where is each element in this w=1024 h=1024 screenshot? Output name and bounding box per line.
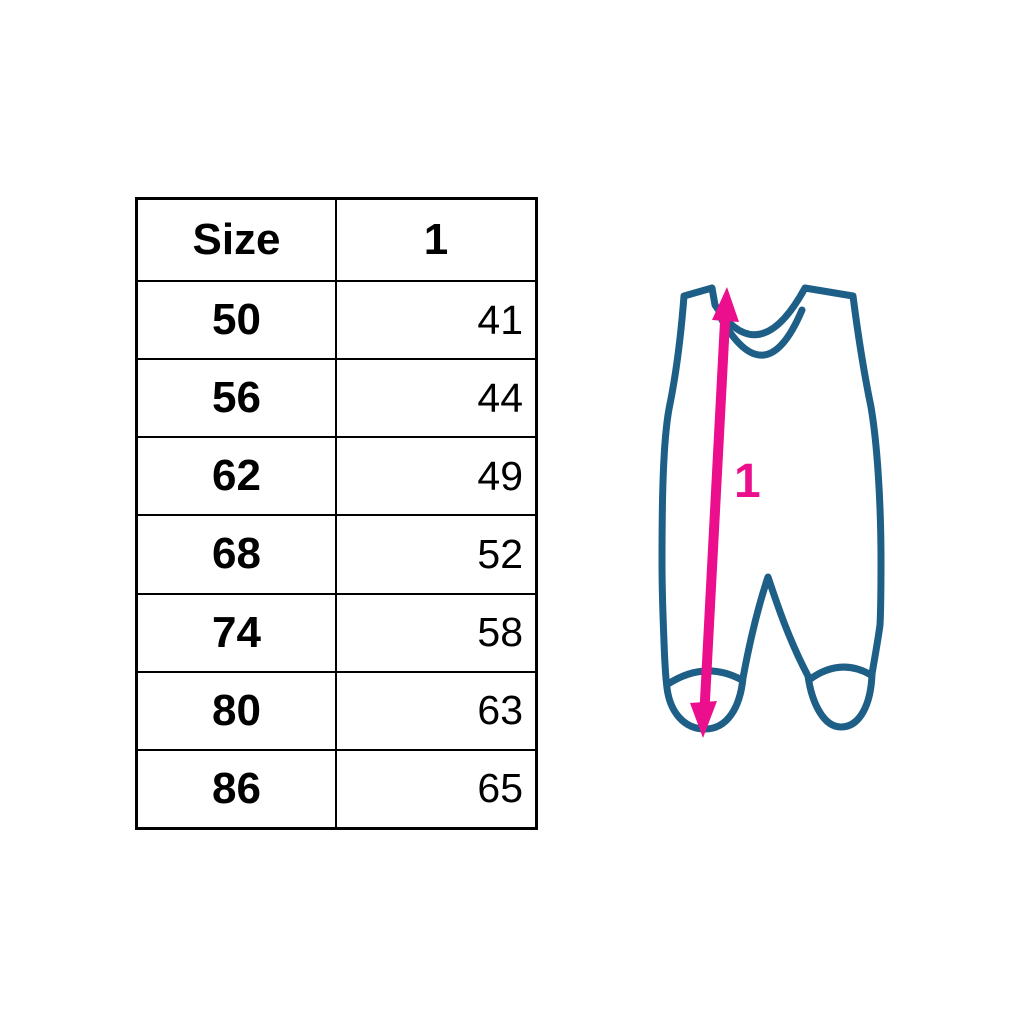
value-cell: 52	[335, 514, 535, 593]
measurement-column-header: 1	[335, 200, 535, 280]
value-cell: 49	[335, 436, 535, 515]
romper-outline-drawing: 1	[658, 284, 885, 738]
value-cell: 65	[335, 748, 535, 827]
size-table: Size 1 50 41 56 44 62 49 68 52 74 58 80 …	[135, 197, 538, 830]
arrow-head-bottom	[690, 701, 717, 738]
measurement-arrow	[690, 287, 739, 738]
right-foot-arc	[805, 663, 875, 684]
value-cell: 58	[335, 592, 535, 671]
measurement-label-1: 1	[734, 455, 761, 508]
arrow-head-top	[712, 287, 739, 322]
size-cell: 62	[138, 436, 335, 514]
size-cell: 56	[138, 358, 335, 436]
value-cell: 63	[335, 670, 535, 749]
size-cell: 74	[138, 592, 335, 671]
value-cell: 44	[335, 358, 535, 437]
romper-measurement-diagram: 1	[600, 260, 940, 760]
garment-body-outline	[658, 284, 885, 733]
size-cell: 86	[138, 748, 335, 827]
size-cell: 68	[138, 514, 335, 592]
size-cell: 80	[138, 670, 335, 749]
neckline-inner-arc	[718, 306, 806, 359]
value-cell: 41	[335, 280, 535, 359]
size-cell: 50	[138, 280, 335, 358]
arrow-shaft	[699, 311, 731, 711]
size-column-header: Size	[192, 215, 281, 264]
